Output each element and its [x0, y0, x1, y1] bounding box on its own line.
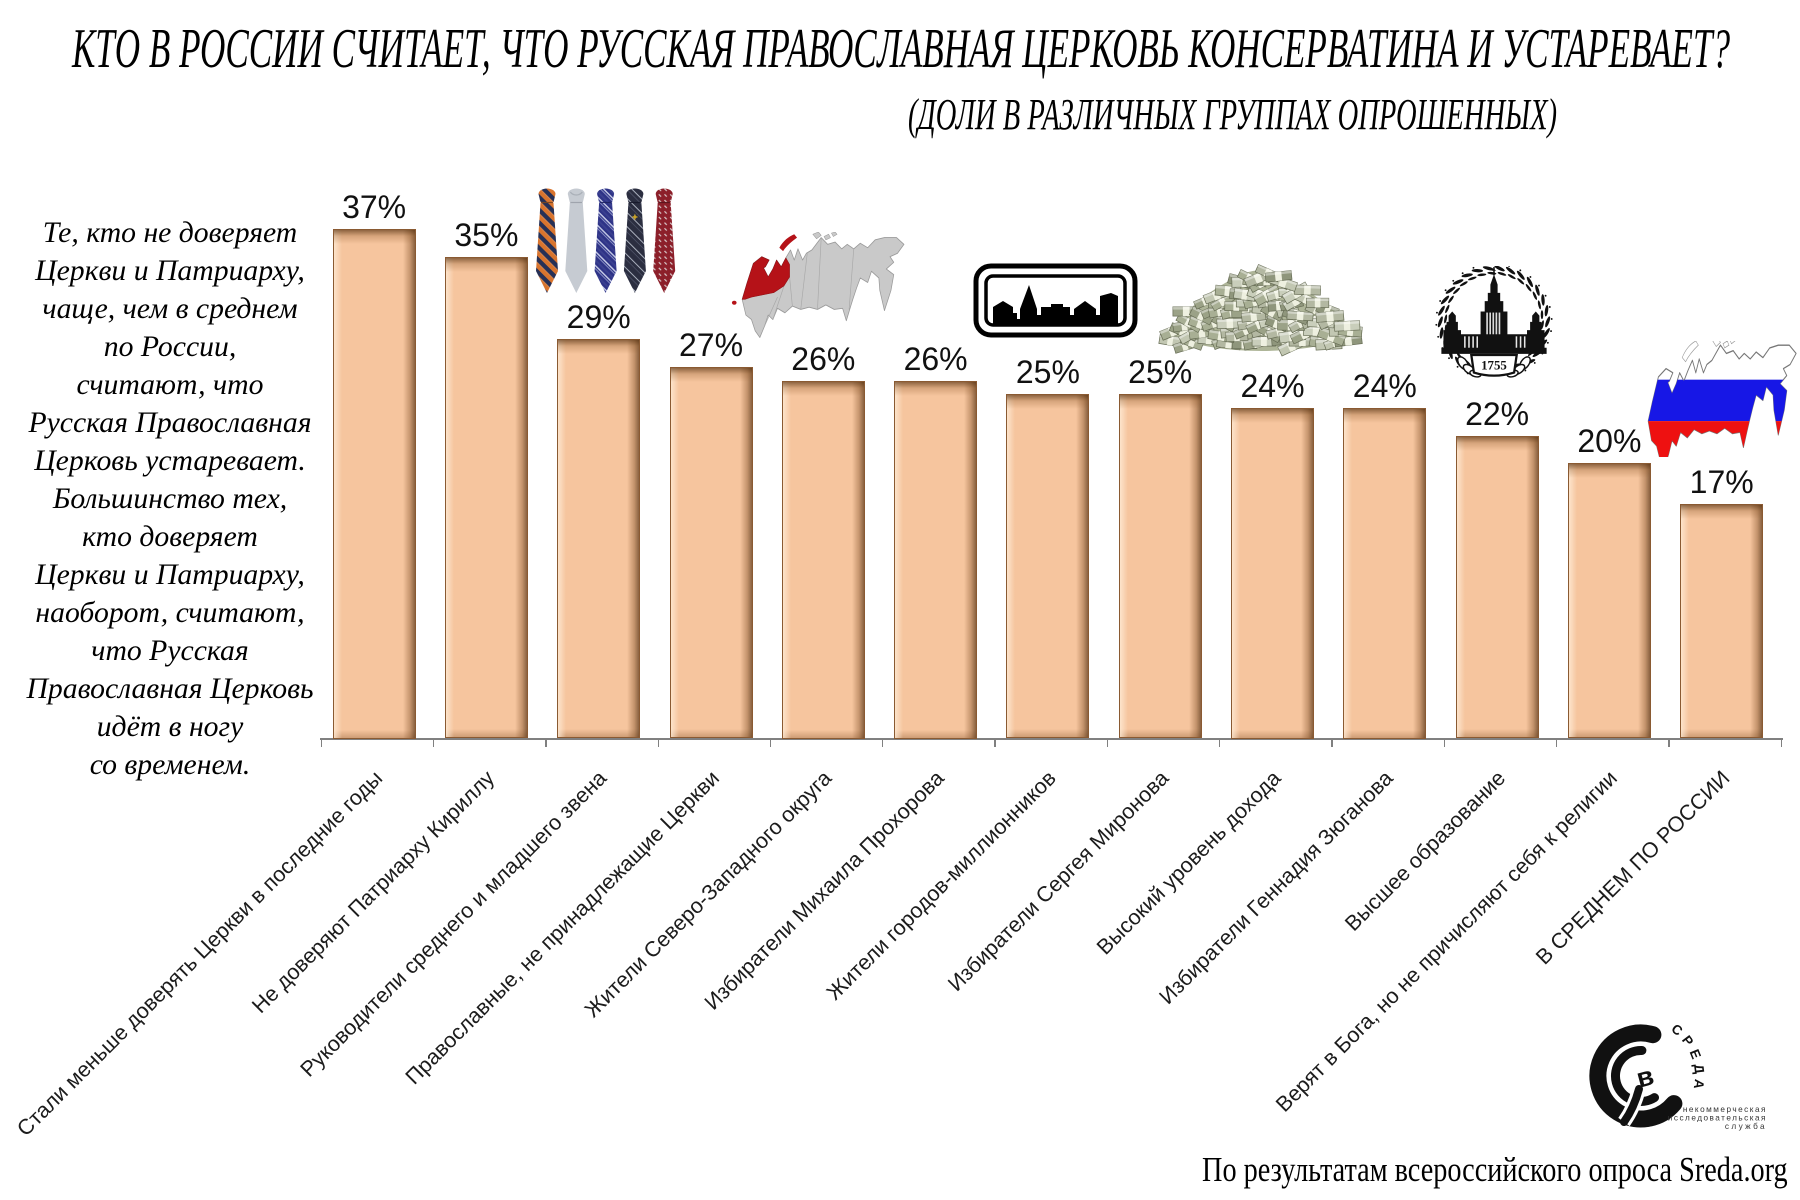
svg-text:исследовательская: исследовательская [1668, 1114, 1767, 1123]
svg-text:некоммерческая: некоммерческая [1683, 1105, 1767, 1114]
svg-text:С: С [1669, 1021, 1686, 1039]
svg-text:служба: служба [1725, 1122, 1767, 1131]
svg-text:Д: Д [1691, 1063, 1707, 1075]
svg-text:1755: 1755 [1481, 357, 1507, 372]
svg-text:в: в [1633, 1060, 1657, 1093]
svg-text:Р: Р [1679, 1033, 1696, 1049]
svg-text:А: А [1691, 1078, 1707, 1090]
svg-text:Е: Е [1687, 1047, 1704, 1061]
